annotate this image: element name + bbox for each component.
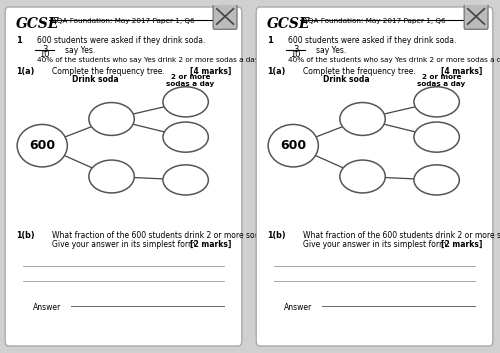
- Text: 3: 3: [293, 45, 298, 54]
- Text: 10: 10: [290, 50, 301, 60]
- Text: 600: 600: [29, 139, 56, 152]
- Text: 10: 10: [40, 50, 50, 60]
- Point: [221, 304, 227, 308]
- Text: GCSE: GCSE: [16, 17, 60, 31]
- Text: [4 marks]: [4 marks]: [440, 67, 482, 76]
- Text: 2 or more
sodas a day: 2 or more sodas a day: [418, 74, 466, 87]
- Point: [302, 48, 308, 52]
- Text: 1(b): 1(b): [267, 231, 285, 240]
- Point: [51, 48, 57, 52]
- Text: Give your answer in its simplest form.: Give your answer in its simplest form.: [52, 240, 198, 249]
- FancyBboxPatch shape: [213, 4, 237, 29]
- Ellipse shape: [163, 165, 208, 195]
- Text: 2 or more
sodas a day: 2 or more sodas a day: [166, 74, 214, 87]
- Text: Complete the frequency tree.: Complete the frequency tree.: [52, 67, 164, 76]
- Text: Answer: Answer: [284, 303, 312, 312]
- Ellipse shape: [163, 87, 208, 117]
- Point: [460, 18, 466, 22]
- Text: GCSE: GCSE: [267, 17, 310, 31]
- Text: [2 marks]: [2 marks]: [440, 240, 482, 249]
- Ellipse shape: [340, 160, 386, 193]
- Ellipse shape: [89, 102, 134, 136]
- FancyBboxPatch shape: [5, 7, 242, 346]
- Point: [283, 48, 289, 52]
- Text: Answer: Answer: [32, 303, 61, 312]
- Point: [319, 304, 325, 308]
- Point: [209, 18, 215, 22]
- Text: 40% of the students who say Yes drink 2 or more sodas a day.: 40% of the students who say Yes drink 2 …: [38, 57, 260, 63]
- Text: What fraction of the 600 students drink 2 or more sodas a day?: What fraction of the 600 students drink …: [303, 231, 500, 240]
- Text: AQA Foundation: May 2017 Paper 1, Q6: AQA Foundation: May 2017 Paper 1, Q6: [303, 18, 446, 24]
- Text: 40% of the students who say Yes drink 2 or more sodas a day.: 40% of the students who say Yes drink 2 …: [288, 57, 500, 63]
- Text: Drink soda: Drink soda: [72, 76, 118, 84]
- Text: 600 students were asked if they drink soda.: 600 students were asked if they drink so…: [288, 36, 457, 45]
- Text: What fraction of the 600 students drink 2 or more sodas a day?: What fraction of the 600 students drink …: [52, 231, 296, 240]
- Text: say Yes.: say Yes.: [65, 46, 95, 55]
- Text: Give your answer in its simplest form.: Give your answer in its simplest form.: [303, 240, 448, 249]
- Point: [472, 304, 478, 308]
- Ellipse shape: [89, 160, 134, 193]
- Text: [4 marks]: [4 marks]: [190, 67, 231, 76]
- Point: [46, 18, 52, 22]
- Point: [68, 304, 74, 308]
- Ellipse shape: [17, 125, 68, 167]
- Text: 1(a): 1(a): [267, 67, 285, 76]
- Text: [2 marks]: [2 marks]: [190, 240, 231, 249]
- Ellipse shape: [340, 102, 386, 136]
- FancyBboxPatch shape: [256, 7, 493, 346]
- Ellipse shape: [414, 122, 460, 152]
- Text: 1: 1: [16, 36, 22, 45]
- Text: 600 students were asked if they drink soda.: 600 students were asked if they drink so…: [38, 36, 206, 45]
- FancyBboxPatch shape: [464, 4, 488, 29]
- Point: [298, 18, 304, 22]
- Text: 3: 3: [42, 45, 48, 54]
- Text: say Yes.: say Yes.: [316, 46, 346, 55]
- Ellipse shape: [268, 125, 318, 167]
- Ellipse shape: [414, 87, 460, 117]
- Text: Drink soda: Drink soda: [322, 76, 369, 84]
- Ellipse shape: [163, 122, 208, 152]
- Text: 1(a): 1(a): [16, 67, 34, 76]
- Text: Complete the frequency tree.: Complete the frequency tree.: [303, 67, 416, 76]
- Text: 1: 1: [267, 36, 273, 45]
- Text: 600: 600: [280, 139, 306, 152]
- Text: 1(b): 1(b): [16, 231, 34, 240]
- Text: AQA Foundation: May 2017 Paper 1, Q6: AQA Foundation: May 2017 Paper 1, Q6: [52, 18, 195, 24]
- Ellipse shape: [414, 165, 460, 195]
- Point: [32, 48, 38, 52]
